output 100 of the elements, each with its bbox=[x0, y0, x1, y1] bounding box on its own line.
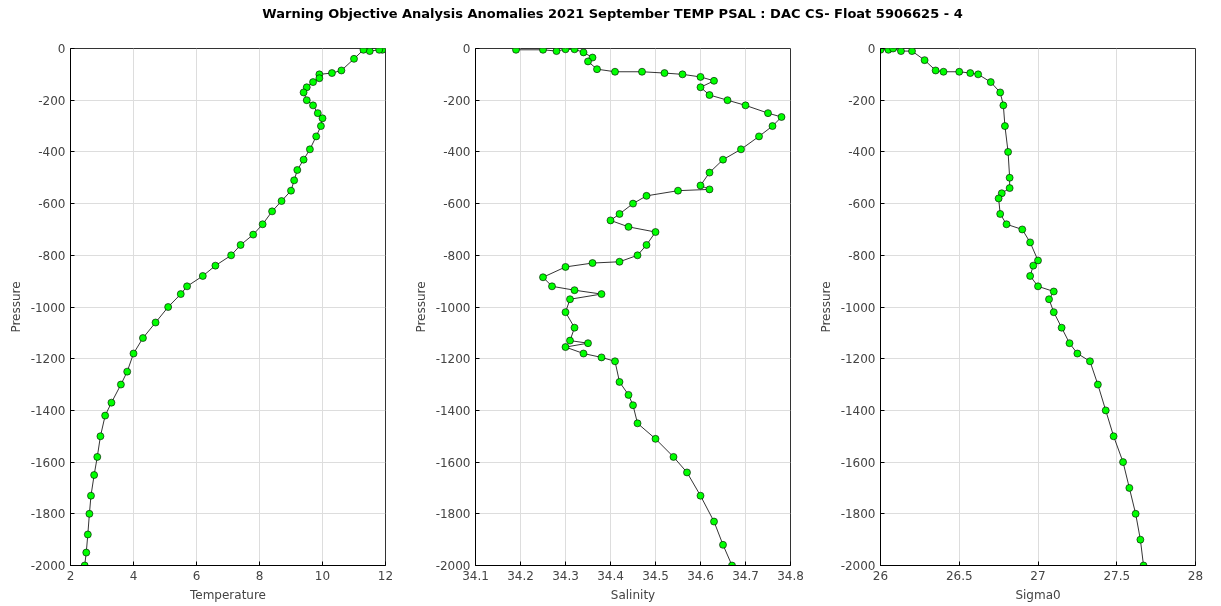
point bbox=[996, 210, 1004, 218]
point bbox=[1086, 357, 1094, 366]
y-tick-label: -1800 bbox=[840, 507, 876, 522]
point bbox=[312, 132, 320, 141]
x-tick-label: 34.8 bbox=[777, 568, 804, 583]
point bbox=[1065, 339, 1074, 347]
point bbox=[96, 432, 105, 441]
y-axis-title: Pressure bbox=[413, 281, 428, 333]
point bbox=[309, 101, 317, 110]
y-tick-label: -1200 bbox=[435, 352, 471, 367]
point bbox=[129, 349, 138, 358]
y-tick-label: 0 bbox=[57, 42, 66, 56]
x-tick-label: 2 bbox=[66, 568, 75, 583]
x-tick-label: 34.4 bbox=[597, 568, 624, 583]
point bbox=[1094, 380, 1102, 389]
point bbox=[87, 491, 95, 500]
y-axis-title: Pressure bbox=[8, 281, 23, 333]
y-tick-label: 0 bbox=[867, 42, 876, 56]
point bbox=[1125, 484, 1134, 492]
point bbox=[1034, 256, 1042, 265]
point bbox=[1057, 323, 1066, 332]
point bbox=[309, 78, 317, 86]
y-tick-label: -1400 bbox=[435, 403, 471, 418]
point bbox=[1109, 432, 1118, 441]
point bbox=[101, 411, 109, 420]
point bbox=[996, 88, 1004, 97]
point bbox=[1029, 261, 1038, 270]
x-tick-label: 26.5 bbox=[945, 568, 973, 583]
point bbox=[313, 109, 322, 117]
point bbox=[1026, 272, 1034, 280]
y-tick-label: -200 bbox=[38, 93, 66, 108]
point bbox=[1119, 458, 1127, 466]
point bbox=[249, 230, 257, 239]
x-tick-label: 6 bbox=[192, 568, 201, 583]
y-tick-label: -1600 bbox=[840, 455, 876, 470]
text: Warning Objective Analysis Anomalies 2021 September TEMP PSAL : DAC CS- Float 5906625 - 4 bbox=[262, 5, 963, 23]
point bbox=[897, 48, 905, 55]
y-tick-label: -1400 bbox=[30, 403, 66, 418]
y-tick-label: -1000 bbox=[30, 300, 66, 315]
point bbox=[306, 145, 314, 154]
y-tick-label: -800 bbox=[443, 248, 471, 263]
y-tick-label: -400 bbox=[848, 145, 876, 160]
point bbox=[1049, 308, 1058, 316]
y-tick-label: -800 bbox=[38, 248, 66, 263]
y-tick-label: -1200 bbox=[30, 352, 66, 367]
point bbox=[277, 197, 286, 205]
x-tick-label: 4 bbox=[129, 568, 138, 583]
y-tick-label: -2000 bbox=[30, 559, 66, 573]
point bbox=[1045, 295, 1053, 304]
point bbox=[211, 261, 220, 270]
point bbox=[1004, 148, 1012, 156]
x-tick-label: 10 bbox=[314, 568, 331, 583]
point bbox=[966, 69, 975, 77]
point bbox=[258, 220, 267, 229]
point bbox=[287, 186, 295, 195]
point bbox=[82, 548, 91, 557]
point bbox=[350, 55, 358, 63]
y-tick-label: 0 bbox=[462, 42, 471, 56]
x-tick-label: 12 bbox=[377, 568, 394, 583]
y-tick-label: -1200 bbox=[840, 352, 876, 367]
point bbox=[183, 282, 191, 291]
x-tick-label: 34.7 bbox=[732, 568, 759, 583]
point bbox=[1005, 184, 1014, 192]
point bbox=[318, 114, 327, 123]
point bbox=[1005, 173, 1014, 182]
point bbox=[337, 66, 346, 75]
point bbox=[986, 78, 995, 86]
point bbox=[227, 251, 235, 260]
y-tick-label: -200 bbox=[848, 93, 876, 108]
point bbox=[1049, 287, 1058, 296]
x-tick-label: 27 bbox=[1030, 568, 1046, 583]
y-tick-label: -600 bbox=[38, 197, 66, 212]
point bbox=[999, 101, 1008, 110]
y-tick-label: -800 bbox=[848, 248, 876, 263]
point bbox=[1002, 220, 1011, 229]
y-tick-label: -200 bbox=[443, 93, 471, 108]
x-tick-label: 34.3 bbox=[552, 568, 579, 583]
point bbox=[317, 122, 325, 130]
point bbox=[939, 67, 948, 76]
point bbox=[199, 272, 207, 280]
point bbox=[117, 380, 125, 389]
point bbox=[955, 67, 964, 76]
point bbox=[315, 74, 324, 83]
y-tick-label: -1000 bbox=[435, 300, 471, 315]
point bbox=[908, 48, 916, 55]
y-tick-label: -1000 bbox=[840, 300, 876, 315]
point bbox=[1131, 510, 1140, 518]
y-tick-label: -400 bbox=[38, 145, 66, 160]
point bbox=[1026, 238, 1034, 247]
point bbox=[994, 194, 1003, 203]
y-tick-label: -600 bbox=[848, 197, 876, 212]
x-tick-label: 34.6 bbox=[687, 568, 714, 583]
x-tick-label: 28 bbox=[1187, 568, 1204, 583]
y-axis-title: Pressure bbox=[818, 281, 833, 333]
point bbox=[90, 471, 98, 479]
point bbox=[290, 176, 298, 185]
y-tick-label: -1800 bbox=[435, 507, 471, 522]
point bbox=[365, 48, 374, 55]
point bbox=[84, 530, 92, 539]
point bbox=[1073, 349, 1082, 358]
